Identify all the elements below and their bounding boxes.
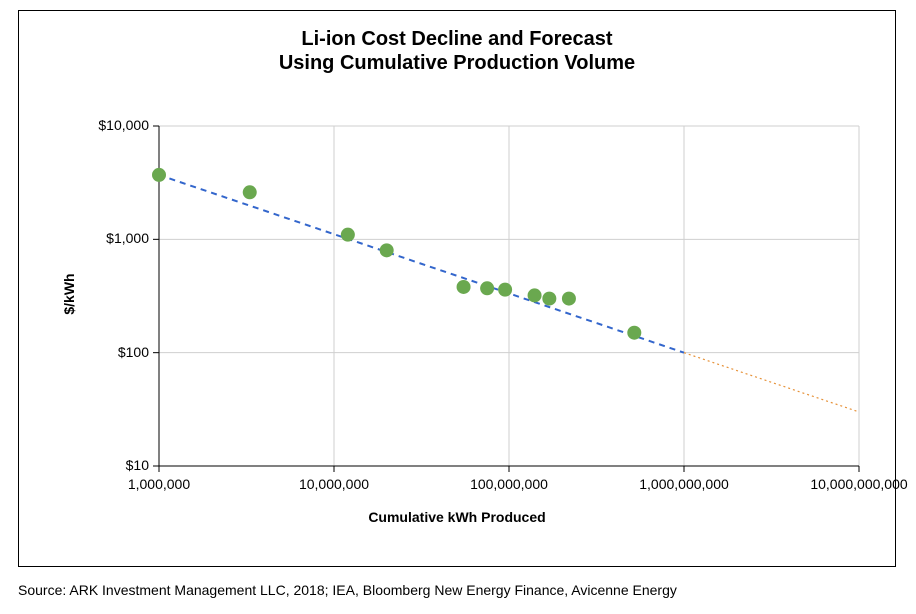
axis-lines (153, 126, 859, 472)
plot-area (159, 126, 859, 466)
x-tick-label: 100,000,000 (439, 476, 579, 492)
x-tick-label: 10,000,000,000 (789, 476, 916, 492)
source-attribution: Source: ARK Investment Management LLC, 2… (18, 582, 677, 598)
y-tick-label: $10 (79, 457, 149, 473)
y-tick-label: $1,000 (79, 230, 149, 246)
chart-title: Li-ion Cost Decline and Forecast Using C… (19, 27, 895, 75)
x-axis-label: Cumulative kWh Produced (19, 509, 895, 525)
x-tick-label: 1,000,000,000 (614, 476, 754, 492)
y-tick-label: $10,000 (79, 117, 149, 133)
x-axis-label-text: Cumulative kWh Produced (368, 509, 545, 525)
x-tick-label: 10,000,000 (264, 476, 404, 492)
chart-title-line1: Li-ion Cost Decline and Forecast (301, 28, 612, 50)
y-tick-label: $100 (79, 344, 149, 360)
x-tick-label: 1,000,000 (89, 476, 229, 492)
chart-title-line2: Using Cumulative Production Volume (279, 52, 635, 74)
y-axis-label: $/kWh (61, 254, 77, 334)
y-axis-label-text: $/kWh (61, 273, 77, 314)
source-text: Source: ARK Investment Management LLC, 2… (18, 582, 677, 598)
gridlines (159, 126, 859, 466)
chart-frame: Li-ion Cost Decline and Forecast Using C… (18, 10, 896, 567)
